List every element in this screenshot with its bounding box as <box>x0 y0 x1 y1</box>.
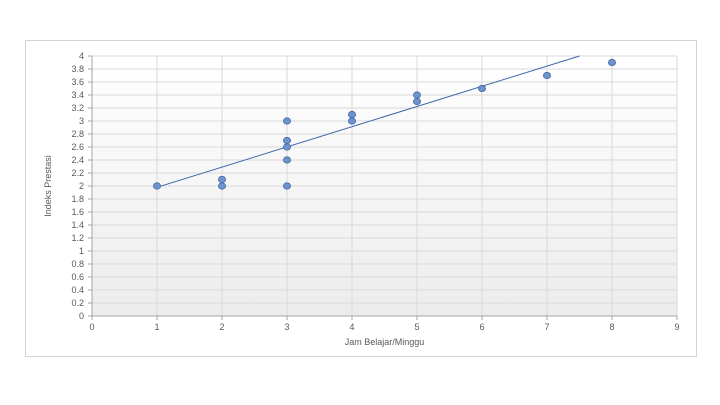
data-point <box>412 97 421 106</box>
data-point <box>412 91 421 99</box>
x-tick-label: 1 <box>154 322 159 332</box>
y-tick-label: 2.8 <box>71 129 84 139</box>
gridlines <box>91 55 678 317</box>
y-tick-labels: 0 0.2 0.4 0.6 0.8 1 1.2 1.4 1.6 1.8 2 2.2 2.4 2.6 2.8 3… <box>71 51 84 321</box>
data-point <box>282 136 291 145</box>
x-tick-label: 4 <box>349 322 354 332</box>
data-point <box>477 84 486 93</box>
data-point <box>217 182 226 190</box>
y-tick-label: 3.4 <box>71 90 84 100</box>
y-tick-label: 1.8 <box>71 194 84 204</box>
chart-frame: 0 0.2 0.4 0.6 0.8 1 1.2 1.4 1.6 1.8 2 2.2 2.4 2.6 2.8 3… <box>25 40 697 357</box>
data-point <box>608 58 617 67</box>
trendline <box>156 55 580 188</box>
y-tick-label: 2.6 <box>71 142 84 152</box>
trendline-layer <box>156 55 580 188</box>
x-tick-label: 3 <box>284 322 289 332</box>
data-point <box>153 182 162 190</box>
y-tick-label: 2.4 <box>71 155 84 165</box>
y-tick-label: 3.6 <box>71 77 84 87</box>
data-point <box>282 182 291 190</box>
y-tick-label: 3.2 <box>71 103 84 113</box>
data-point <box>217 175 226 184</box>
y-axis-title: Indeks Prestasi <box>43 155 53 217</box>
y-tick-label: 1.2 <box>71 233 84 243</box>
y-tick-label: 3 <box>79 116 84 126</box>
data-point <box>282 143 291 151</box>
y-tick-label: 0.4 <box>71 285 84 295</box>
x-tick-labels: 0 1 2 3 4 5 6 7 8 9 <box>89 322 679 332</box>
y-tick-label: 2 <box>79 181 84 191</box>
data-point <box>347 117 356 125</box>
y-tick-label: 4 <box>79 51 84 61</box>
data-point <box>282 117 291 125</box>
y-tick-label: 1 <box>79 246 84 256</box>
x-tick-label: 5 <box>414 322 419 332</box>
y-tick-label: 3.8 <box>71 64 84 74</box>
data-point <box>282 156 291 164</box>
data-point <box>543 71 552 80</box>
y-tick-label: 2.2 <box>71 168 84 178</box>
y-tick-label: 1.4 <box>71 220 84 230</box>
y-tick-label: 0.2 <box>71 298 84 308</box>
x-axis-title: Jam Belajar/Minggu <box>345 337 425 347</box>
x-tick-label: 9 <box>674 322 679 332</box>
y-tick-label: 0.6 <box>71 272 84 282</box>
y-tick-label: 0.8 <box>71 259 84 269</box>
x-tick-label: 8 <box>609 322 614 332</box>
y-tick-label: 1.6 <box>71 207 84 217</box>
x-tick-label: 7 <box>544 322 549 332</box>
data-points <box>153 58 617 190</box>
axes <box>88 55 678 320</box>
y-tick-label: 0 <box>79 311 84 321</box>
x-tick-label: 6 <box>479 322 484 332</box>
scatter-chart: 0 0.2 0.4 0.6 0.8 1 1.2 1.4 1.6 1.8 2 2.2 2.4 2.6 2.8 3… <box>43 51 680 347</box>
x-tick-label: 2 <box>219 322 224 332</box>
x-tick-label: 0 <box>89 322 94 332</box>
data-point <box>347 110 356 119</box>
